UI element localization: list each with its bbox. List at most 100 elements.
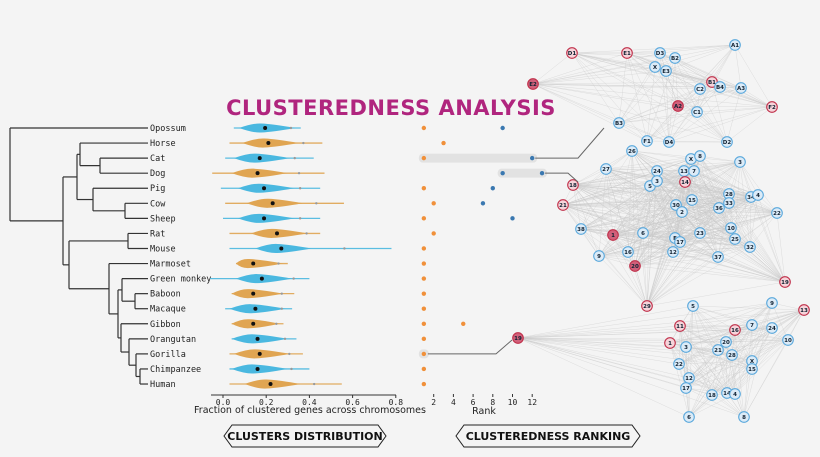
network-node[interactable]: D3 (654, 47, 666, 59)
network-node[interactable]: 13 (678, 165, 690, 177)
clusters-distribution-button[interactable]: CLUSTERS DISTRIBUTION (223, 424, 387, 448)
network-node[interactable]: 8 (694, 150, 706, 162)
node-label: E3 (662, 69, 670, 75)
network-node[interactable]: 23 (694, 227, 706, 239)
node-circle (729, 233, 741, 245)
network-node[interactable]: 24 (651, 165, 663, 177)
network-node[interactable]: E1 (621, 47, 633, 59)
network-node[interactable]: 14 (679, 176, 691, 188)
network-node[interactable]: 37 (712, 251, 724, 263)
network-edge (665, 70, 679, 107)
network-edge (674, 57, 713, 83)
network-node[interactable]: 28 (726, 349, 738, 361)
network-node[interactable]: 1 (607, 229, 619, 241)
network-node[interactable]: D1 (566, 47, 578, 59)
network-node[interactable]: 38 (575, 223, 587, 235)
network-node[interactable]: 22 (673, 358, 685, 370)
network-node[interactable]: 11 (674, 320, 686, 332)
network-node[interactable]: 12 (667, 246, 679, 258)
network-node[interactable]: 3 (680, 341, 692, 353)
clusteredness-ranking-button[interactable]: CLUSTEREDNESS RANKING (455, 424, 641, 448)
network-edge (665, 70, 670, 143)
network-node[interactable]: 12 (683, 372, 695, 384)
network-node[interactable]: 13 (798, 304, 810, 316)
network-node[interactable]: 21 (557, 199, 569, 211)
network-node[interactable]: 7 (746, 319, 758, 331)
network-node[interactable]: 15 (686, 194, 698, 206)
network-edge (685, 368, 753, 389)
network-node[interactable]: 20 (629, 260, 641, 272)
network-node[interactable]: 6 (637, 227, 649, 239)
network-node[interactable]: C1 (691, 106, 703, 118)
network-node[interactable]: B4 (714, 81, 726, 93)
network-edge (580, 150, 633, 230)
network-node[interactable]: 33 (723, 197, 735, 209)
network-node[interactable]: 2 (676, 206, 688, 218)
node-circle (621, 47, 633, 59)
network-node[interactable]: 20 (720, 336, 732, 348)
network-node[interactable]: A1 (729, 39, 741, 51)
network-node[interactable]: 19 (512, 332, 524, 344)
network-edge (668, 81, 713, 143)
network-node[interactable]: 16 (729, 324, 741, 336)
network-node[interactable]: 17 (674, 236, 686, 248)
network-node[interactable]: 24 (766, 322, 778, 334)
network-node[interactable]: 5 (687, 300, 699, 312)
network-edge (532, 81, 713, 85)
network-node[interactable]: C2 (694, 83, 706, 95)
network-node[interactable]: 32 (744, 241, 756, 253)
network-node[interactable]: 3 (651, 175, 663, 187)
network-node[interactable]: 6 (683, 411, 695, 423)
network-node[interactable]: 3 (734, 156, 746, 168)
network-edge (598, 255, 648, 307)
network-node[interactable]: 1 (664, 337, 676, 349)
network-node[interactable]: D4 (663, 136, 675, 148)
network-edge (572, 184, 752, 198)
network-node[interactable]: E2 (527, 78, 539, 90)
network-node[interactable]: 26 (626, 145, 638, 157)
network-node[interactable]: 29 (641, 300, 653, 312)
network-node[interactable]: 10 (782, 334, 794, 346)
network-node[interactable]: 36 (713, 202, 725, 214)
node-label: 13 (800, 308, 808, 314)
network-edge (562, 202, 730, 206)
network-node[interactable]: X (649, 61, 661, 73)
network-node[interactable]: 19 (779, 276, 791, 288)
network-node[interactable]: 18 (706, 389, 718, 401)
network-node[interactable]: B3 (613, 117, 625, 129)
network-node[interactable]: 4 (729, 388, 741, 400)
network-edge (665, 44, 736, 72)
network-node[interactable]: 21 (712, 344, 724, 356)
network-node[interactable]: 27 (600, 163, 612, 175)
node-label: 23 (696, 231, 704, 237)
network-node[interactable]: 4 (752, 189, 764, 201)
network-node[interactable]: B2 (669, 52, 681, 64)
network-node[interactable]: 17 (680, 382, 692, 394)
network-node[interactable]: 18 (567, 179, 579, 191)
network-node[interactable]: A3 (735, 82, 747, 94)
network-edge (711, 81, 728, 143)
network-node[interactable]: F1 (641, 135, 653, 147)
network-node[interactable]: A2 (672, 100, 684, 112)
rank-dot-orange (421, 261, 427, 266)
network-edge (711, 44, 736, 83)
network-node[interactable]: 10 (725, 222, 737, 234)
network-node[interactable]: 22 (771, 207, 783, 219)
rank-dot-orange (421, 336, 427, 342)
species-label: Mouse (150, 244, 176, 254)
node-label: 19 (781, 280, 789, 286)
leader-line (427, 339, 513, 355)
network-node[interactable]: 16 (622, 246, 634, 258)
rank-dot-orange (431, 201, 436, 206)
network-node[interactable]: 9 (766, 297, 778, 309)
network-node[interactable]: 15 (746, 363, 758, 375)
rank-dot-blue (500, 125, 505, 131)
network-node[interactable]: 8 (738, 411, 750, 423)
network-node[interactable]: F2 (766, 101, 778, 113)
network-node[interactable]: 7 (688, 165, 700, 177)
network-node[interactable]: D2 (721, 136, 733, 148)
network-node[interactable]: 25 (729, 233, 741, 245)
network-node[interactable]: 9 (593, 250, 605, 262)
network-edge (719, 86, 773, 108)
network-node[interactable]: E3 (660, 65, 672, 77)
